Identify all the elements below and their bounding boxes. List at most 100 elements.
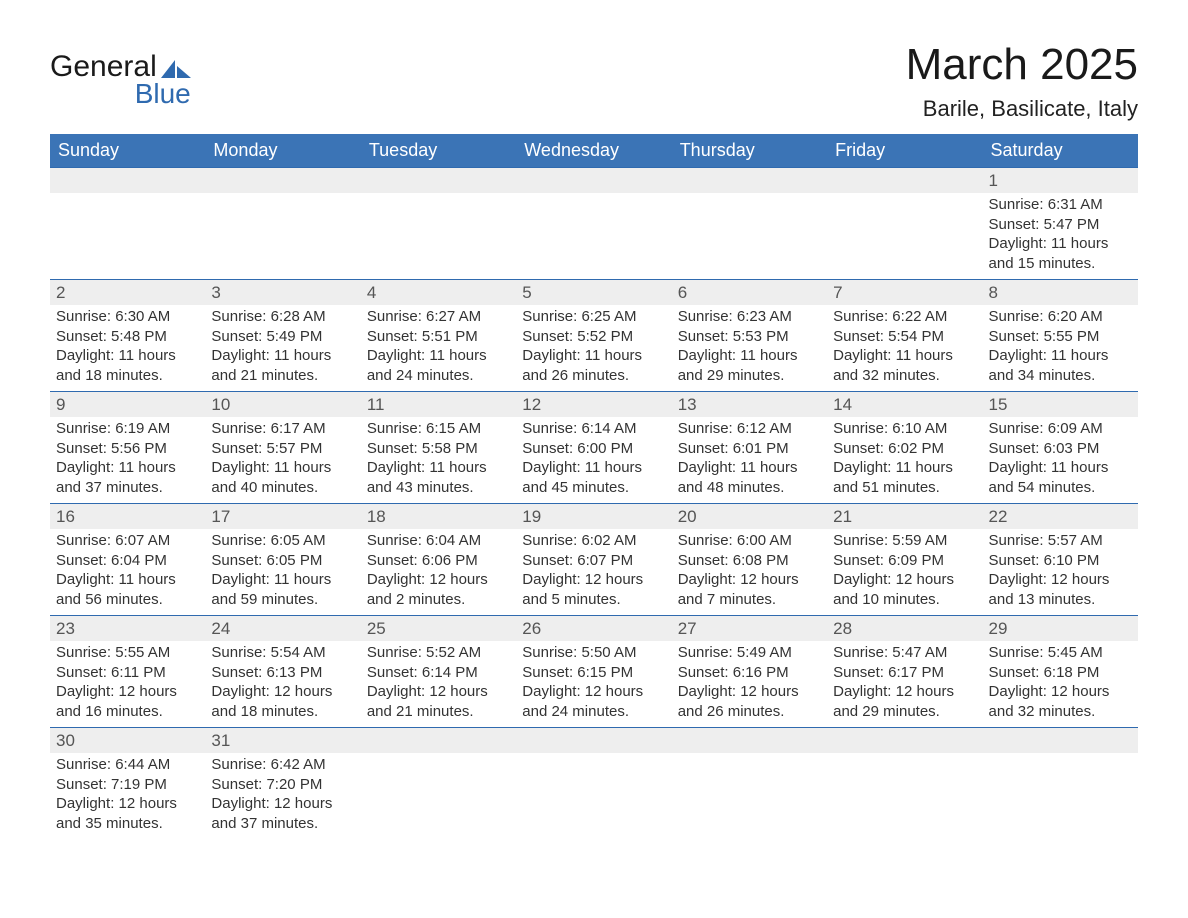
day-details: Sunrise: 6:12 AMSunset: 6:01 PMDaylight:… — [672, 417, 827, 503]
day-details: Sunrise: 6:44 AMSunset: 7:19 PMDaylight:… — [50, 753, 205, 839]
brand-line2: Blue — [50, 78, 191, 110]
day-details: Sunrise: 5:50 AMSunset: 6:15 PMDaylight:… — [516, 641, 671, 727]
day-dl1: Daylight: 11 hours — [367, 346, 510, 366]
day-details: Sunrise: 6:15 AMSunset: 5:58 PMDaylight:… — [361, 417, 516, 503]
title-block: March 2025 Barile, Basilicate, Italy — [906, 40, 1138, 122]
day-details: Sunrise: 6:17 AMSunset: 5:57 PMDaylight:… — [205, 417, 360, 503]
calendar-week: 30Sunrise: 6:44 AMSunset: 7:19 PMDayligh… — [50, 728, 1138, 840]
day-sunset: Sunset: 5:53 PM — [678, 327, 821, 347]
brand-logo: General Blue — [50, 50, 191, 110]
day-sunrise: Sunrise: 6:27 AM — [367, 307, 510, 327]
calendar-week: 2Sunrise: 6:30 AMSunset: 5:48 PMDaylight… — [50, 280, 1138, 392]
day-dl1: Daylight: 12 hours — [367, 682, 510, 702]
calendar-day: 5Sunrise: 6:25 AMSunset: 5:52 PMDaylight… — [516, 280, 671, 392]
day-sunrise: Sunrise: 6:31 AM — [989, 195, 1132, 215]
day-details: Sunrise: 5:45 AMSunset: 6:18 PMDaylight:… — [983, 641, 1138, 727]
day-number: 10 — [205, 392, 360, 417]
day-sunrise: Sunrise: 6:10 AM — [833, 419, 976, 439]
weekday-header: Tuesday — [361, 134, 516, 168]
day-dl1: Daylight: 11 hours — [989, 346, 1132, 366]
day-details: Sunrise: 6:14 AMSunset: 6:00 PMDaylight:… — [516, 417, 671, 503]
day-number: 22 — [983, 504, 1138, 529]
day-details: Sunrise: 5:55 AMSunset: 6:11 PMDaylight:… — [50, 641, 205, 727]
empty-daynum-bar — [516, 168, 671, 193]
day-details: Sunrise: 6:00 AMSunset: 6:08 PMDaylight:… — [672, 529, 827, 615]
calendar-week: 9Sunrise: 6:19 AMSunset: 5:56 PMDaylight… — [50, 392, 1138, 504]
day-number: 7 — [827, 280, 982, 305]
calendar-day: 8Sunrise: 6:20 AMSunset: 5:55 PMDaylight… — [983, 280, 1138, 392]
calendar-day: 16Sunrise: 6:07 AMSunset: 6:04 PMDayligh… — [50, 504, 205, 616]
day-number: 29 — [983, 616, 1138, 641]
empty-daynum-bar — [827, 168, 982, 193]
day-dl1: Daylight: 11 hours — [367, 458, 510, 478]
day-sunrise: Sunrise: 6:30 AM — [56, 307, 199, 327]
calendar-day: 19Sunrise: 6:02 AMSunset: 6:07 PMDayligh… — [516, 504, 671, 616]
day-number: 5 — [516, 280, 671, 305]
calendar-day: 13Sunrise: 6:12 AMSunset: 6:01 PMDayligh… — [672, 392, 827, 504]
calendar-day: 3Sunrise: 6:28 AMSunset: 5:49 PMDaylight… — [205, 280, 360, 392]
day-details: Sunrise: 6:27 AMSunset: 5:51 PMDaylight:… — [361, 305, 516, 391]
day-dl2: and 56 minutes. — [56, 590, 199, 610]
day-dl1: Daylight: 11 hours — [56, 346, 199, 366]
empty-daynum-bar — [983, 728, 1138, 753]
day-sunset: Sunset: 6:01 PM — [678, 439, 821, 459]
day-dl1: Daylight: 11 hours — [833, 346, 976, 366]
empty-cell — [50, 168, 205, 280]
day-dl2: and 26 minutes. — [678, 702, 821, 722]
day-details: Sunrise: 6:10 AMSunset: 6:02 PMDaylight:… — [827, 417, 982, 503]
empty-cell — [361, 728, 516, 840]
day-dl1: Daylight: 11 hours — [678, 346, 821, 366]
calendar-week: 1Sunrise: 6:31 AMSunset: 5:47 PMDaylight… — [50, 168, 1138, 280]
day-sunset: Sunset: 5:56 PM — [56, 439, 199, 459]
location-subtitle: Barile, Basilicate, Italy — [906, 96, 1138, 122]
calendar-header-row: SundayMondayTuesdayWednesdayThursdayFrid… — [50, 134, 1138, 168]
empty-cell — [361, 168, 516, 280]
empty-daynum-bar — [50, 168, 205, 193]
day-sunrise: Sunrise: 6:12 AM — [678, 419, 821, 439]
day-dl2: and 48 minutes. — [678, 478, 821, 498]
day-sunrise: Sunrise: 6:02 AM — [522, 531, 665, 551]
day-dl1: Daylight: 11 hours — [833, 458, 976, 478]
calendar-week: 23Sunrise: 5:55 AMSunset: 6:11 PMDayligh… — [50, 616, 1138, 728]
day-sunset: Sunset: 6:05 PM — [211, 551, 354, 571]
day-dl2: and 24 minutes. — [522, 702, 665, 722]
day-details: Sunrise: 6:28 AMSunset: 5:49 PMDaylight:… — [205, 305, 360, 391]
calendar-day: 4Sunrise: 6:27 AMSunset: 5:51 PMDaylight… — [361, 280, 516, 392]
calendar-day: 6Sunrise: 6:23 AMSunset: 5:53 PMDaylight… — [672, 280, 827, 392]
day-dl2: and 7 minutes. — [678, 590, 821, 610]
empty-daynum-bar — [516, 728, 671, 753]
day-dl2: and 5 minutes. — [522, 590, 665, 610]
day-dl1: Daylight: 12 hours — [522, 570, 665, 590]
calendar-day: 11Sunrise: 6:15 AMSunset: 5:58 PMDayligh… — [361, 392, 516, 504]
weekday-header: Sunday — [50, 134, 205, 168]
day-dl1: Daylight: 12 hours — [522, 682, 665, 702]
day-dl1: Daylight: 11 hours — [56, 458, 199, 478]
day-number: 17 — [205, 504, 360, 529]
day-details: Sunrise: 6:23 AMSunset: 5:53 PMDaylight:… — [672, 305, 827, 391]
day-number: 23 — [50, 616, 205, 641]
day-dl1: Daylight: 11 hours — [678, 458, 821, 478]
day-number: 15 — [983, 392, 1138, 417]
day-sunset: Sunset: 6:04 PM — [56, 551, 199, 571]
empty-daynum-bar — [672, 168, 827, 193]
day-sunset: Sunset: 6:14 PM — [367, 663, 510, 683]
day-dl2: and 51 minutes. — [833, 478, 976, 498]
day-sunrise: Sunrise: 6:44 AM — [56, 755, 199, 775]
day-sunset: Sunset: 5:58 PM — [367, 439, 510, 459]
day-dl1: Daylight: 11 hours — [989, 234, 1132, 254]
day-sunrise: Sunrise: 5:45 AM — [989, 643, 1132, 663]
day-dl2: and 15 minutes. — [989, 254, 1132, 274]
day-number: 20 — [672, 504, 827, 529]
day-sunset: Sunset: 6:09 PM — [833, 551, 976, 571]
day-sunrise: Sunrise: 5:55 AM — [56, 643, 199, 663]
day-sunset: Sunset: 7:20 PM — [211, 775, 354, 795]
day-details: Sunrise: 6:20 AMSunset: 5:55 PMDaylight:… — [983, 305, 1138, 391]
empty-daynum-bar — [827, 728, 982, 753]
day-sunrise: Sunrise: 6:07 AM — [56, 531, 199, 551]
day-number: 26 — [516, 616, 671, 641]
day-sunset: Sunset: 5:52 PM — [522, 327, 665, 347]
day-sunset: Sunset: 5:48 PM — [56, 327, 199, 347]
day-sunset: Sunset: 6:11 PM — [56, 663, 199, 683]
day-dl2: and 45 minutes. — [522, 478, 665, 498]
empty-cell — [827, 728, 982, 840]
